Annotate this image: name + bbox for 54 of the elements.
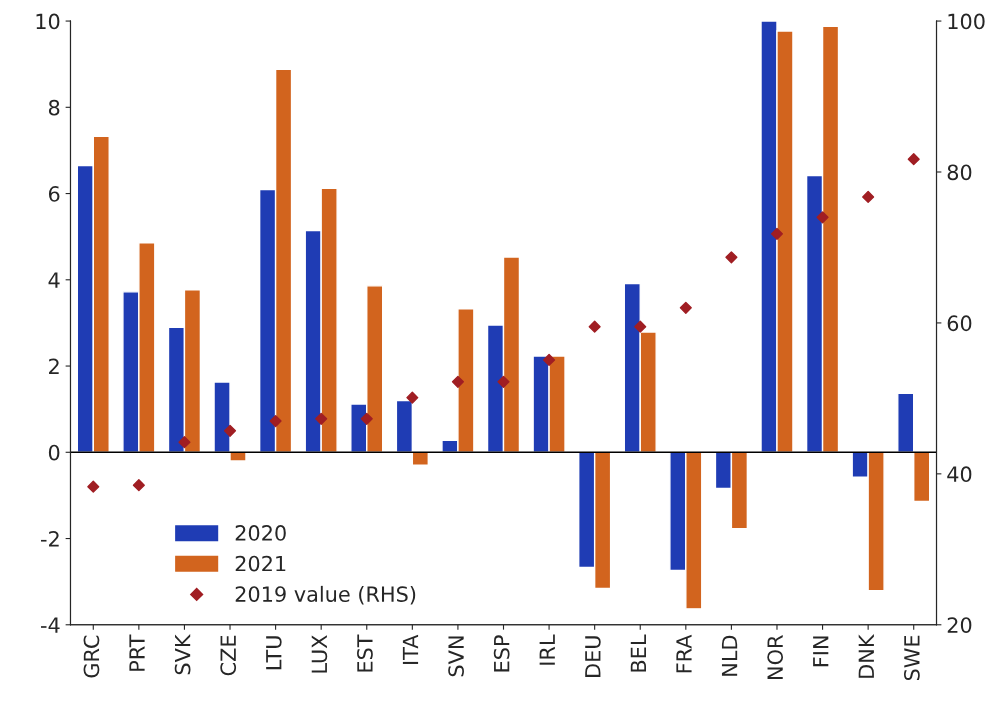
x-tick-label: NLD [721,635,738,676]
x-tick-label: ITA [402,634,419,664]
point [178,436,191,449]
point [451,375,464,388]
point [223,424,237,437]
point [269,414,282,428]
y-tick-label: -4 [41,617,60,633]
y-tick-label: 0 [48,444,60,461]
x-tick-label: EST [357,634,373,672]
point [862,190,875,203]
x-tick-label: DEU [585,636,601,677]
point [679,301,692,314]
y2-tick-label: 40 [947,466,972,483]
y2-tick-label: 20 [947,617,972,633]
x-tick-label: IRL [539,634,555,665]
y-tick-label: 10 [36,13,60,30]
point [406,391,419,404]
x-tick-label: FIN [813,636,829,667]
y2-tick-label: 80 [947,164,972,181]
x-tick-label: LTU [266,636,282,670]
x-tick-label: SVK [174,634,191,675]
point [315,412,328,425]
x-tick-label: PRT [129,634,145,671]
y2-tick-label: 60 [947,315,972,332]
x-tick-label: NOR [767,635,784,679]
point [816,211,829,224]
point [725,251,738,264]
point [770,227,784,240]
point [87,480,100,493]
y2-tick-label: 100 [948,13,985,30]
x-tick-label: DNK [858,634,874,678]
x-tick-label: SVN [448,636,464,677]
point [907,153,920,166]
point [132,479,145,492]
point [588,320,601,333]
point [634,320,647,333]
y-tick-label: 2 [49,358,59,374]
point [543,353,556,366]
x-tick-label: CZE [220,635,237,676]
x-tick-label: BEL [630,634,646,672]
legend-label: 2020 [235,525,286,541]
x-tick-label: ESP [493,635,510,672]
point [360,412,373,425]
y-tick-label: 8 [48,99,60,116]
x-tick-label: LUX [311,635,328,673]
legend-label: 2021 [235,555,286,572]
x-tick-label: SWE [904,635,920,681]
x-tick-label: FRA [676,634,692,673]
legend-label: 2019 value (RHS) [235,585,416,605]
y-tick-label: 6 [48,186,60,202]
point [497,375,510,388]
x-tick-label: GRC [83,635,100,678]
y-tick-label: 4 [48,272,60,288]
y-tick-label: -2 [41,530,59,547]
